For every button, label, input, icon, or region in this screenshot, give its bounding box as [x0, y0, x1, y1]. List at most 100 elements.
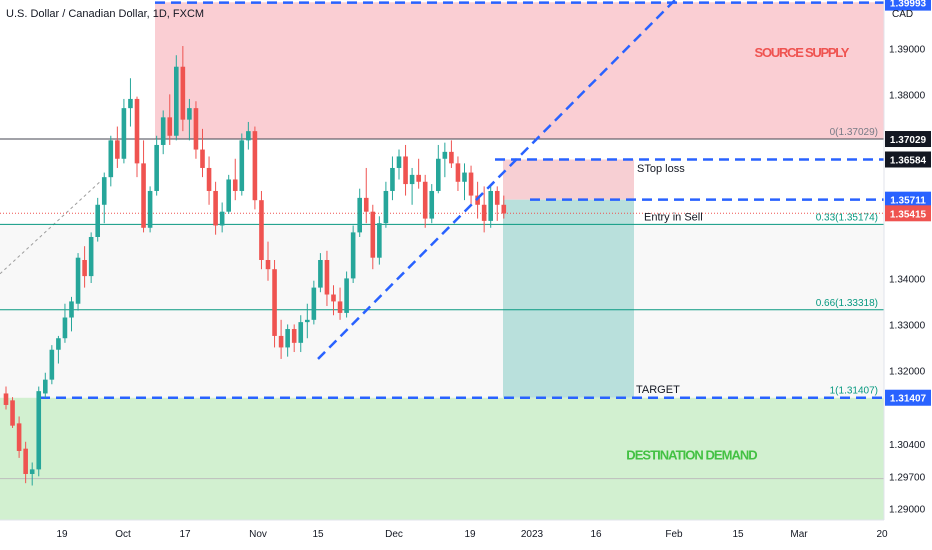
x-tick-label: 2023 — [521, 529, 544, 540]
target-box — [503, 199, 634, 398]
candle-body — [141, 163, 146, 228]
candle-body — [298, 322, 304, 343]
candle-body — [494, 190, 500, 205]
candle-body — [272, 269, 277, 336]
candle-body — [56, 338, 61, 350]
candle-body — [10, 400, 15, 426]
candle-body — [305, 319, 310, 323]
x-tick-label: Dec — [385, 529, 403, 540]
candle-body — [259, 200, 264, 260]
price-tag: 1.39993 — [890, 0, 927, 10]
candle-body — [69, 301, 74, 318]
candle-body — [344, 278, 349, 313]
fib-band — [0, 224, 884, 398]
candle-body — [16, 423, 22, 451]
candle-body — [128, 98, 133, 109]
candle-body — [501, 204, 507, 214]
candle-body — [442, 151, 448, 159]
candle-body — [147, 190, 153, 228]
price-tag-bg — [885, 0, 931, 11]
candle-body — [455, 163, 461, 182]
candle-body — [167, 117, 173, 136]
candle-body — [121, 108, 127, 159]
candle-body — [383, 190, 389, 224]
candle-body — [285, 329, 290, 348]
candle-body — [219, 211, 225, 226]
y-tick-label: 1.33000 — [889, 320, 926, 331]
x-tick-label: Feb — [665, 529, 683, 540]
y-tick-label: 1.29700 — [889, 472, 926, 483]
candle-body — [62, 317, 68, 339]
stop-loss-box — [503, 159, 634, 200]
x-tick-label: Oct — [115, 529, 131, 540]
candle-body — [180, 66, 186, 120]
candle-body — [357, 197, 362, 233]
fib-level-label: 1(1.31407) — [830, 386, 878, 397]
x-tick-label: Nov — [249, 529, 267, 540]
y-tick-label: 1.38000 — [889, 90, 926, 101]
candle-body — [311, 287, 317, 320]
time-axis-bg — [0, 520, 932, 550]
candle-body — [174, 66, 179, 136]
y-tick-label: 1.29000 — [889, 504, 926, 515]
candle-body — [200, 149, 205, 168]
candle-body — [291, 329, 297, 343]
candle-body — [422, 181, 428, 219]
candle-body — [226, 179, 231, 212]
x-tick-label: 19 — [464, 529, 476, 540]
candle-body — [337, 301, 343, 313]
candle-body — [23, 448, 28, 474]
candle-body — [265, 260, 271, 270]
y-tick-label: 1.30400 — [889, 440, 926, 451]
candle-body — [409, 174, 415, 185]
fib-level-label: 0.33(1.35174) — [816, 212, 878, 223]
candle-body — [239, 140, 245, 191]
candle-body — [36, 391, 42, 470]
y-tick-label: 1.32000 — [889, 366, 926, 377]
candle-body — [396, 156, 402, 168]
fib-level-label: 0(1.37029) — [830, 127, 878, 138]
candle-body — [232, 179, 238, 191]
price-axis-bg — [884, 0, 932, 550]
candle-body — [481, 204, 487, 221]
candle-body — [88, 236, 94, 277]
x-tick-label: Mar — [790, 529, 808, 540]
candle-body — [429, 190, 435, 219]
price-tag-bg — [885, 191, 931, 208]
demand-zone — [0, 397, 884, 520]
candle-body — [252, 131, 258, 201]
candle-body — [206, 167, 212, 191]
candle-body — [370, 211, 376, 258]
price-tag-bg — [885, 205, 931, 222]
candle-body — [3, 393, 9, 405]
price-tag-bg — [885, 389, 931, 406]
candle-body — [49, 349, 55, 380]
candle-body — [331, 294, 336, 302]
x-tick-label: 19 — [56, 529, 68, 540]
candle-body — [115, 140, 120, 159]
candle-body — [488, 190, 493, 221]
currency-label: CAD — [892, 9, 914, 20]
candle-body — [246, 131, 251, 141]
candle-body — [416, 174, 421, 182]
y-tick-label: 1.39000 — [889, 44, 926, 55]
x-tick-label: 15 — [312, 529, 324, 540]
x-tick-label: 16 — [590, 529, 602, 540]
price-tag-bg — [885, 151, 931, 168]
candle-body — [193, 108, 199, 150]
candle-body — [468, 172, 474, 196]
symbol-title: U.S. Dollar / Canadian Dollar, 1D, FXCM — [6, 8, 205, 20]
price-tag: 1.31407 — [890, 394, 927, 405]
candle-body — [318, 260, 323, 288]
candle-body — [134, 98, 140, 164]
candle-body — [213, 190, 218, 226]
candle-body — [436, 158, 441, 191]
price-tag-bg — [885, 131, 931, 148]
demand-label: DESTINATION DEMAND — [626, 448, 757, 463]
target-label: TARGET — [636, 384, 680, 396]
candle-body — [403, 156, 408, 185]
candle-body — [377, 223, 382, 258]
candle-body — [154, 144, 159, 191]
candle-body — [108, 140, 114, 178]
